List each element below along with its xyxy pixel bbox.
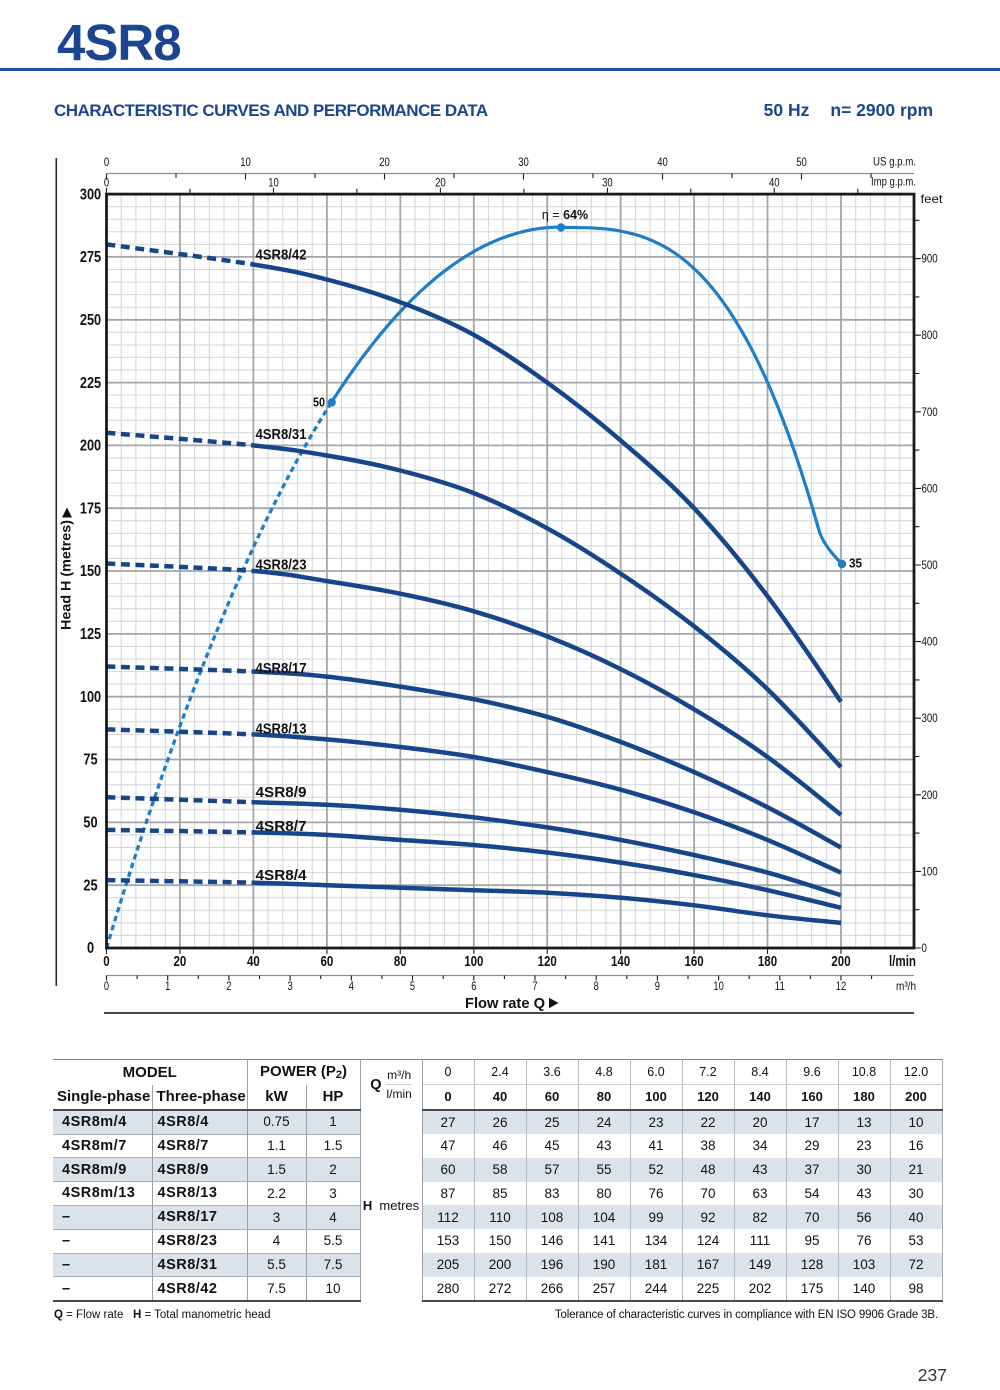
svg-text:0: 0 bbox=[104, 979, 109, 993]
svg-text:9: 9 bbox=[655, 979, 660, 993]
svg-text:4SR8/4: 4SR8/4 bbox=[256, 867, 308, 884]
svg-text:100: 100 bbox=[80, 689, 101, 706]
svg-text:3: 3 bbox=[288, 979, 293, 993]
svg-text:800: 800 bbox=[922, 328, 938, 342]
svg-text:4SR8/7: 4SR8/7 bbox=[256, 818, 307, 835]
svg-text:0: 0 bbox=[104, 176, 110, 190]
svg-text:25: 25 bbox=[83, 877, 98, 894]
svg-text:10: 10 bbox=[713, 979, 724, 993]
svg-text:10: 10 bbox=[240, 155, 251, 169]
svg-text:0: 0 bbox=[104, 155, 110, 169]
svg-text:300: 300 bbox=[80, 186, 101, 203]
svg-text:50: 50 bbox=[83, 815, 97, 832]
svg-text:11: 11 bbox=[775, 979, 786, 993]
svg-text:40: 40 bbox=[247, 953, 260, 970]
svg-text:30: 30 bbox=[602, 176, 613, 190]
svg-text:180: 180 bbox=[758, 953, 777, 970]
svg-text:400: 400 bbox=[922, 635, 938, 649]
svg-text:4SR8/13: 4SR8/13 bbox=[256, 721, 307, 738]
svg-text:125: 125 bbox=[80, 626, 102, 643]
svg-text:500: 500 bbox=[922, 558, 938, 572]
svg-text:200: 200 bbox=[831, 953, 850, 970]
svg-text:4SR8/31: 4SR8/31 bbox=[256, 426, 307, 443]
svg-text:80: 80 bbox=[394, 953, 407, 970]
svg-text:20: 20 bbox=[174, 953, 187, 970]
svg-text:275: 275 bbox=[80, 249, 102, 266]
svg-text:600: 600 bbox=[922, 481, 938, 495]
svg-text:40: 40 bbox=[769, 176, 780, 190]
svg-text:1: 1 bbox=[165, 979, 170, 993]
svg-text:10: 10 bbox=[268, 176, 279, 190]
svg-text:50: 50 bbox=[313, 396, 325, 410]
svg-text:8: 8 bbox=[594, 979, 599, 993]
svg-text:50: 50 bbox=[796, 155, 807, 169]
svg-text:4SR8/23: 4SR8/23 bbox=[256, 557, 307, 574]
svg-text:5: 5 bbox=[410, 979, 415, 993]
svg-text:200: 200 bbox=[80, 438, 101, 455]
svg-text:4: 4 bbox=[349, 979, 354, 993]
svg-text:35: 35 bbox=[849, 557, 862, 571]
svg-text:30: 30 bbox=[518, 155, 529, 169]
svg-text:160: 160 bbox=[685, 953, 704, 970]
svg-text:20: 20 bbox=[379, 155, 390, 169]
svg-text:20: 20 bbox=[435, 176, 446, 190]
svg-text:0: 0 bbox=[103, 953, 109, 970]
svg-text:0: 0 bbox=[87, 940, 94, 957]
svg-text:700: 700 bbox=[922, 405, 938, 419]
svg-text:100: 100 bbox=[922, 864, 938, 878]
svg-text:120: 120 bbox=[538, 953, 557, 970]
svg-text:US g.p.m.: US g.p.m. bbox=[873, 154, 916, 168]
svg-text:4SR8/9: 4SR8/9 bbox=[256, 784, 307, 801]
svg-text:0: 0 bbox=[922, 941, 928, 955]
svg-text:7: 7 bbox=[532, 979, 537, 993]
svg-text:m³/h: m³/h bbox=[896, 979, 916, 993]
svg-text:feet: feet bbox=[921, 192, 944, 206]
svg-text:75: 75 bbox=[83, 752, 98, 769]
svg-text:4SR8/17: 4SR8/17 bbox=[256, 660, 307, 677]
svg-text:6: 6 bbox=[471, 979, 476, 993]
svg-text:250: 250 bbox=[80, 312, 101, 329]
svg-text:40: 40 bbox=[657, 155, 668, 169]
svg-text:4SR8/42: 4SR8/42 bbox=[256, 247, 307, 264]
svg-text:Imp g.p.m.: Imp g.p.m. bbox=[871, 175, 916, 189]
svg-text:Head H (metres): Head H (metres) bbox=[59, 520, 74, 630]
svg-text:175: 175 bbox=[80, 500, 102, 517]
svg-text:100: 100 bbox=[464, 953, 483, 970]
svg-text:150: 150 bbox=[80, 563, 101, 580]
svg-text:60: 60 bbox=[321, 953, 334, 970]
svg-text:300: 300 bbox=[922, 711, 938, 725]
svg-text:l/min: l/min bbox=[889, 954, 916, 970]
svg-text:140: 140 bbox=[611, 953, 630, 970]
svg-text:Flow rate Q: Flow rate Q bbox=[465, 995, 545, 1012]
svg-text:225: 225 bbox=[80, 375, 102, 392]
svg-text:900: 900 bbox=[922, 252, 938, 266]
svg-text:2: 2 bbox=[226, 979, 231, 993]
svg-text:η = 64%: η = 64% bbox=[542, 208, 588, 222]
svg-text:12: 12 bbox=[836, 979, 847, 993]
svg-text:200: 200 bbox=[922, 788, 938, 802]
